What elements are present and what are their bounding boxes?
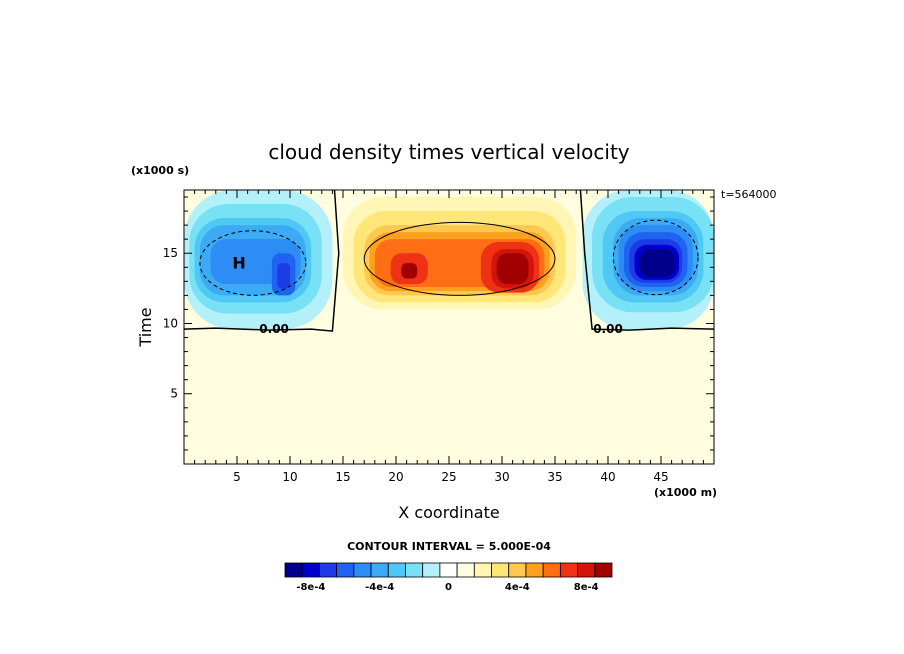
- x-tick-label: 5: [233, 470, 241, 484]
- negative-contour-line-right: [612, 219, 699, 296]
- x-tick-label: 35: [547, 470, 562, 484]
- y-tick-label: 10: [163, 316, 178, 330]
- x-axis-ticks: 5 10 15 20 25 30 35 40 45: [194, 190, 704, 484]
- y-axis-label: Time: [136, 307, 155, 347]
- colorbar-swatch: [508, 562, 527, 578]
- contour-label-zero-left: 0.00: [259, 322, 289, 336]
- colorbar-swatch: [422, 562, 441, 578]
- zero-contour-left: [183, 189, 340, 332]
- colorbar-tick-label: -4e-4: [365, 582, 394, 593]
- colorbar-swatch: [336, 562, 355, 578]
- x-tick-label: 20: [388, 470, 403, 484]
- contour-region-6: [277, 263, 290, 289]
- colorbar-tick-labels: -8e-4 -4e-4 0 4e-4 8e-4: [296, 582, 598, 593]
- colorbar-swatch: [319, 562, 338, 578]
- colorbar-swatch: [301, 562, 320, 578]
- colorbar-swatch: [456, 562, 475, 578]
- colorbar-swatch: [525, 562, 544, 578]
- y-axis-unit-label: (x1000 s): [131, 164, 189, 177]
- negative-contour-line-left: [199, 230, 307, 296]
- colorbar-swatch: [577, 562, 596, 578]
- colorbar-tick-label: 8e-4: [574, 582, 599, 593]
- colorbar-swatch: [284, 562, 303, 578]
- colorbar-swatch: [353, 562, 372, 578]
- colorbar-tick-label: -8e-4: [296, 582, 325, 593]
- zero-contour-right: [579, 189, 715, 331]
- contour-region-17: [496, 253, 529, 285]
- colorbar-swatch: [491, 562, 510, 578]
- contour-line-group: 0.00 0.00 H: [183, 189, 715, 336]
- x-tick-label: 10: [282, 470, 297, 484]
- colorbar-swatch: [405, 562, 424, 578]
- contour-region-15: [401, 263, 418, 279]
- colorbar: [284, 562, 613, 578]
- colorbar-tick-label: 0: [445, 582, 452, 593]
- x-axis-label: X coordinate: [398, 503, 499, 522]
- y-tick-label: 15: [163, 246, 178, 260]
- chart-title: cloud density times vertical velocity: [268, 140, 629, 164]
- colorbar-swatch: [559, 562, 578, 578]
- time-stamp-label: t=564000: [721, 188, 777, 201]
- y-tick-label: 5: [170, 387, 178, 401]
- colorbar-swatch: [473, 562, 492, 578]
- contour-label-zero-right: 0.00: [593, 322, 623, 336]
- colorbar-swatch: [370, 562, 389, 578]
- x-tick-label: 40: [600, 470, 615, 484]
- extremum-label-high: H: [232, 254, 245, 273]
- contour-interval-label: CONTOUR INTERVAL = 5.000E-04: [347, 540, 551, 553]
- colorbar-swatch: [594, 562, 613, 578]
- contour-fill-group: [184, 190, 714, 330]
- colorbar-swatch: [439, 562, 458, 578]
- x-tick-label: 25: [441, 470, 456, 484]
- colorbar-swatch: [387, 562, 406, 578]
- x-tick-label: 15: [335, 470, 350, 484]
- x-tick-label: 45: [653, 470, 668, 484]
- plot-area: 0.00 0.00 H: [183, 189, 715, 465]
- contour-region-26: [639, 249, 675, 278]
- x-axis-unit-label: (x1000 m): [654, 486, 717, 499]
- colorbar-tick-label: 4e-4: [505, 582, 530, 593]
- y-axis-ticks: 5 10 15: [163, 196, 714, 451]
- x-tick-label: 30: [494, 470, 509, 484]
- positive-contour-line: [363, 221, 556, 296]
- colorbar-swatch: [542, 562, 561, 578]
